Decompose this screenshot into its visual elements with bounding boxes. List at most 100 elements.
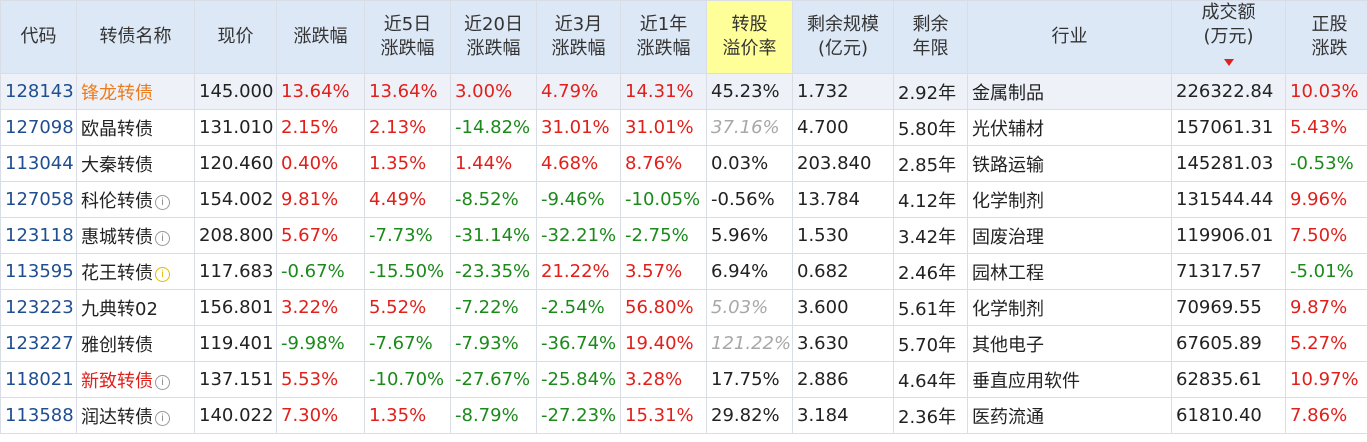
turnover-value: 70969.55 [1176, 297, 1262, 318]
cell-name[interactable]: 花王转债 i [76, 253, 195, 290]
table-row[interactable]: 123118 惠城转债 i 208.800 5.67% -7.73% -31.14% -32.… [0, 217, 1367, 254]
name-value: 锋龙转债 [81, 82, 153, 104]
cell-years: 4.12年 [893, 181, 968, 218]
col-chg3m[interactable]: 近3月 涨跌幅 [536, 0, 621, 74]
info-icon[interactable]: i [155, 374, 170, 390]
cell-stock-chg: 10.03% [1285, 73, 1367, 110]
table-row[interactable]: 113588 润达转债 i 140.022 7.30% 1.35% -8.79% -27.23… [0, 397, 1367, 434]
chg5d-value: -10.70% [369, 369, 445, 390]
scale-value: 3.630 [797, 333, 849, 354]
chg20d-value: -23.35% [455, 261, 531, 282]
cell-chg5d: 1.35% [364, 397, 451, 434]
info-icon[interactable]: i [155, 230, 170, 246]
info-icon[interactable]: i [155, 410, 170, 426]
table-row[interactable]: 118021 新致转债 i 137.151 5.53% -10.70% -27.67% -25… [0, 361, 1367, 398]
table-row[interactable]: 113044 大秦转债 120.460 0.40% 1.35% 1.44% 4.68% 8.7… [0, 145, 1367, 182]
cell-code[interactable]: 123118 [0, 217, 77, 254]
cell-code[interactable]: 123227 [0, 325, 77, 362]
cell-premium: 0.03% [706, 145, 793, 182]
cell-name[interactable]: 欧晶转债 [76, 109, 195, 146]
cell-code[interactable]: 113044 [0, 145, 77, 182]
cell-scale: 2.886 [792, 361, 894, 398]
sort-desc-icon[interactable] [1223, 59, 1234, 66]
table-row[interactable]: 128143 锋龙转债 145.000 13.64% 13.64% 3.00% 4.79% 1… [0, 73, 1367, 110]
table-row[interactable]: 127098 欧晶转债 131.010 2.15% 2.13% -14.82% 31.01%… [0, 109, 1367, 146]
col-chg1y-label1: 近1年 [639, 14, 688, 35]
col-years[interactable]: 剩余 年限 [893, 0, 968, 74]
cell-change: 2.15% [276, 109, 365, 146]
chg3m-value: 21.22% [541, 261, 610, 282]
col-scale-label1: 剩余规模 [807, 14, 879, 35]
cell-premium: 5.96% [706, 217, 793, 254]
chg20d-value: -14.82% [455, 117, 531, 138]
premium-value: -0.56% [711, 189, 775, 210]
name-value: 九典转02 [81, 298, 158, 320]
scale-value: 3.600 [797, 297, 849, 318]
years-value: 2.92年 [898, 82, 957, 104]
stock-chg-value: -5.01% [1290, 261, 1354, 282]
cell-change: 7.30% [276, 397, 365, 434]
premium-value: 17.75% [711, 369, 780, 390]
info-icon[interactable]: i [155, 266, 170, 282]
chg3m-value: -32.21% [541, 225, 617, 246]
cell-premium: 6.94% [706, 253, 793, 290]
cell-name[interactable]: 雅创转债 [76, 325, 195, 362]
cell-name[interactable]: 锋龙转债 [76, 73, 195, 110]
cell-code[interactable]: 127058 [0, 181, 77, 218]
cell-chg20d: -8.79% [450, 397, 537, 434]
industry-value: 光伏辅材 [972, 118, 1044, 140]
cell-name[interactable]: 惠城转债 i [76, 217, 195, 254]
chg5d-value: 4.49% [369, 189, 427, 210]
cell-chg5d: 4.49% [364, 181, 451, 218]
col-change[interactable]: 涨跌幅 [276, 0, 365, 74]
cell-premium: 17.75% [706, 361, 793, 398]
cell-turnover: 62835.61 [1171, 361, 1286, 398]
col-chg1y[interactable]: 近1年 涨跌幅 [620, 0, 707, 74]
cell-name[interactable]: 九典转02 [76, 289, 195, 326]
header-row: 代码 转债名称 现价 涨跌幅 近5日 涨跌幅 近20日 涨跌幅 近3月 涨跌幅 近1年… [0, 0, 1367, 74]
col-price[interactable]: 现价 [194, 0, 277, 74]
cell-code[interactable]: 123223 [0, 289, 77, 326]
col-code-label: 代码 [20, 26, 57, 47]
cell-years: 5.70年 [893, 325, 968, 362]
price-value: 156.801 [199, 297, 274, 318]
cell-code[interactable]: 128143 [0, 73, 77, 110]
col-name[interactable]: 转债名称 [76, 0, 195, 74]
cell-name[interactable]: 新致转债 i [76, 361, 195, 398]
chg20d-value: -31.14% [455, 225, 531, 246]
col-code[interactable]: 代码 [0, 0, 77, 74]
cell-name[interactable]: 润达转债 i [76, 397, 195, 434]
cell-code[interactable]: 113588 [0, 397, 77, 434]
col-premium[interactable]: 转股 溢价率 [706, 0, 793, 74]
table-row[interactable]: 123223 九典转02 156.801 3.22% 5.52% -7.22% -2.54%… [0, 289, 1367, 326]
cell-name[interactable]: 大秦转债 [76, 145, 195, 182]
info-icon[interactable]: i [155, 194, 170, 210]
turnover-value: 226322.84 [1176, 81, 1274, 102]
col-stock-chg-label1: 正股 [1311, 14, 1348, 35]
cell-chg3m: -25.84% [536, 361, 621, 398]
cell-industry: 铁路运输 [967, 145, 1172, 182]
cell-name[interactable]: 科伦转债 i [76, 181, 195, 218]
table-row[interactable]: 123227 雅创转债 119.401 -9.98% -7.67% -7.93% -36.7… [0, 325, 1367, 362]
col-chg20d[interactable]: 近20日 涨跌幅 [450, 0, 537, 74]
cell-change: 0.40% [276, 145, 365, 182]
cell-code[interactable]: 113595 [0, 253, 77, 290]
chg5d-value: -7.67% [369, 333, 433, 354]
col-turnover[interactable]: 成交额 (万元) [1171, 0, 1286, 74]
cell-years: 2.46年 [893, 253, 968, 290]
cell-code[interactable]: 118021 [0, 361, 77, 398]
cell-code[interactable]: 127098 [0, 109, 77, 146]
turnover-value: 145281.03 [1176, 153, 1274, 174]
col-chg5d[interactable]: 近5日 涨跌幅 [364, 0, 451, 74]
col-scale[interactable]: 剩余规模 (亿元) [792, 0, 894, 74]
chg5d-value: -7.73% [369, 225, 433, 246]
cell-turnover: 131544.44 [1171, 181, 1286, 218]
name-value: 惠城转债 [81, 226, 153, 248]
table-row[interactable]: 127058 科伦转债 i 154.002 9.81% 4.49% -8.52% -9.46%… [0, 181, 1367, 218]
name-value: 雅创转债 [81, 334, 153, 356]
cell-price: 120.460 [194, 145, 277, 182]
table-row[interactable]: 113595 花王转债 i 117.683 -0.67% -15.50% -23.35% 21… [0, 253, 1367, 290]
col-industry[interactable]: 行业 [967, 0, 1172, 74]
col-stock-chg[interactable]: 正股 涨跌 [1285, 0, 1367, 74]
